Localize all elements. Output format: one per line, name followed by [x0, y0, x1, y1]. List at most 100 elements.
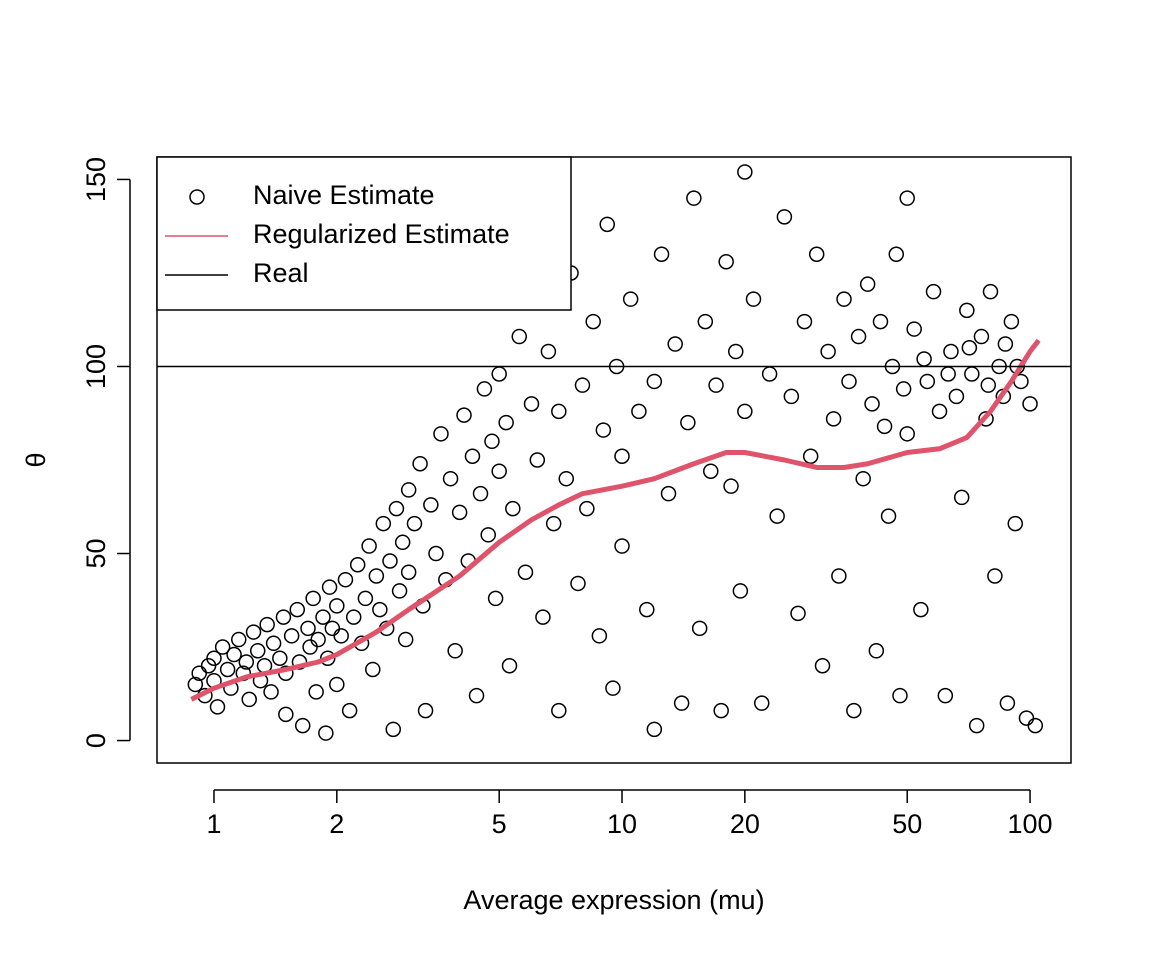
- point: [769, 508, 785, 524]
- point: [1007, 515, 1024, 532]
- point: [895, 381, 912, 397]
- point: [294, 717, 311, 734]
- point: [535, 609, 551, 625]
- point: [517, 564, 534, 580]
- point: [318, 725, 334, 741]
- point: [472, 485, 489, 502]
- point: [382, 553, 398, 569]
- point: [391, 583, 408, 599]
- x-tick-label: 10: [607, 809, 637, 839]
- point: [831, 568, 847, 584]
- legend-label: Real: [253, 258, 309, 288]
- y-axis-label: θ: [21, 452, 51, 467]
- point: [987, 568, 1003, 584]
- point: [433, 426, 449, 442]
- plot-box: [156, 156, 1072, 764]
- point: [880, 508, 897, 524]
- point: [859, 276, 876, 292]
- point: [484, 433, 500, 450]
- point: [385, 721, 401, 738]
- point: [1003, 313, 1020, 330]
- point: [545, 515, 562, 532]
- x-tick-label: 5: [492, 809, 507, 839]
- point: [324, 620, 341, 637]
- point: [357, 590, 374, 607]
- plot-area: [157, 164, 1071, 741]
- point: [187, 676, 204, 693]
- point: [226, 646, 242, 663]
- point: [783, 388, 800, 405]
- point: [660, 485, 677, 502]
- point: [585, 313, 601, 330]
- point: [899, 190, 915, 206]
- point: [968, 717, 985, 734]
- point: [899, 426, 915, 442]
- point: [275, 609, 292, 625]
- point: [667, 336, 683, 352]
- point: [417, 702, 434, 719]
- point: [375, 515, 392, 532]
- legend-symbol: [189, 189, 205, 205]
- y-tick-label: 50: [81, 538, 111, 568]
- point: [868, 643, 885, 659]
- point: [605, 680, 621, 696]
- point: [796, 313, 813, 330]
- point: [631, 403, 647, 420]
- point: [1018, 710, 1035, 726]
- point: [551, 403, 567, 420]
- point: [249, 643, 266, 659]
- x-tick-label: 100: [1008, 809, 1053, 839]
- point: [646, 373, 663, 390]
- point: [412, 455, 428, 472]
- point: [349, 556, 366, 573]
- point: [423, 497, 439, 513]
- point: [345, 609, 362, 625]
- point: [278, 706, 294, 723]
- point: [599, 216, 615, 233]
- point: [737, 164, 753, 180]
- point: [529, 452, 546, 468]
- point: [361, 538, 377, 554]
- point: [931, 403, 948, 420]
- point: [333, 628, 349, 644]
- point: [708, 377, 724, 393]
- point: [614, 448, 630, 465]
- point: [906, 321, 922, 337]
- point: [937, 687, 954, 704]
- point: [337, 571, 354, 588]
- point: [614, 538, 630, 554]
- point: [776, 209, 793, 225]
- point: [551, 702, 567, 719]
- point: [864, 396, 880, 412]
- point: [836, 291, 852, 307]
- point: [241, 691, 257, 708]
- point: [368, 568, 385, 584]
- point: [511, 328, 528, 345]
- point: [737, 403, 753, 420]
- x-axis-label: Average expression (mu): [463, 885, 764, 915]
- point: [319, 650, 336, 667]
- point: [498, 414, 514, 431]
- y-tick-label: 0: [81, 733, 111, 748]
- point: [953, 489, 970, 506]
- point: [341, 702, 358, 719]
- point: [646, 721, 663, 738]
- point: [680, 414, 696, 431]
- point: [1022, 396, 1038, 412]
- point: [978, 411, 994, 427]
- point: [595, 422, 612, 438]
- point: [916, 351, 932, 367]
- point: [206, 650, 222, 667]
- point: [753, 695, 770, 711]
- point: [388, 500, 405, 517]
- point: [476, 381, 493, 397]
- point: [329, 676, 345, 693]
- x-tick-label: 2: [329, 809, 344, 839]
- point: [855, 470, 871, 487]
- point: [574, 377, 591, 393]
- x-tick-label: 50: [892, 809, 922, 839]
- point: [639, 601, 655, 618]
- point: [272, 650, 288, 667]
- point: [289, 601, 306, 618]
- point: [464, 448, 481, 465]
